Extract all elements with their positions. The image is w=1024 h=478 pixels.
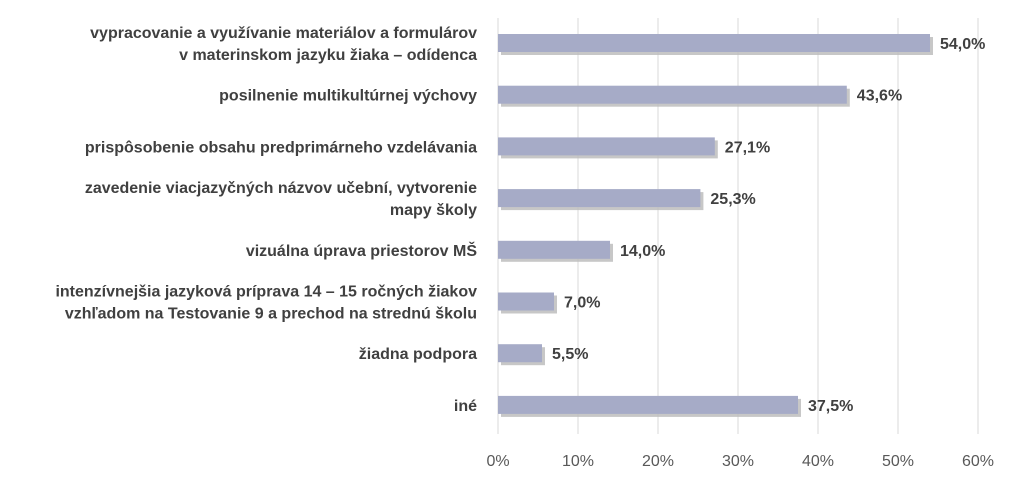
value-label: 54,0% <box>940 36 985 53</box>
category-label: prispôsobenie obsahu predprimárneho vzde… <box>85 139 477 156</box>
category-label: zavedenie viacjazyčných názvov učební, v… <box>85 180 477 197</box>
x-tick-label: 20% <box>642 453 674 470</box>
x-tick-label: 60% <box>962 453 994 470</box>
value-label: 14,0% <box>620 243 665 260</box>
category-label: posilnenie multikultúrnej výchovy <box>219 88 477 105</box>
category-label: žiadna podpora <box>359 346 477 363</box>
bar <box>498 292 554 311</box>
x-tick-label: 30% <box>722 453 754 470</box>
bar <box>498 344 542 363</box>
x-tick-label: 50% <box>882 453 914 470</box>
x-tick-label: 0% <box>486 453 509 470</box>
bar <box>498 240 610 259</box>
category-label: iné <box>454 398 477 415</box>
value-label: 7,0% <box>564 295 600 312</box>
category-labels: vypracovanie a využívanie materiálov a f… <box>55 25 477 415</box>
bar <box>498 85 847 104</box>
x-axis-tick-labels: 0% 10% 20% 30% 40% 50% 60% <box>486 453 994 470</box>
category-label: vizuálna úprava priestorov MŠ <box>246 241 478 260</box>
x-tick-label: 10% <box>562 453 594 470</box>
value-label: 5,5% <box>552 346 588 363</box>
value-label: 27,1% <box>725 139 770 156</box>
category-label: intenzívnejšia jazyková príprava 14 – 15… <box>55 284 477 301</box>
bars <box>498 34 933 417</box>
category-label: vypracovanie a využívanie materiálov a f… <box>90 25 477 42</box>
bar <box>498 34 930 52</box>
bar <box>498 395 798 414</box>
bar <box>498 137 715 156</box>
category-label: mapy školy <box>390 202 477 219</box>
category-label: v materinskom jazyku žiaka – odídenca <box>179 47 477 64</box>
category-label: vzhľadom na Testovanie 9 a prechod na st… <box>65 306 477 323</box>
value-label: 43,6% <box>857 88 902 105</box>
value-label: 25,3% <box>710 191 755 208</box>
x-tick-label: 40% <box>802 453 834 470</box>
value-labels: 54,0% 43,6% 27,1% 25,3% 14,0% 7,0% 5,5% 37,5% <box>552 36 985 415</box>
value-label: 37,5% <box>808 398 853 415</box>
gridlines <box>497 18 979 434</box>
bar <box>498 189 701 208</box>
